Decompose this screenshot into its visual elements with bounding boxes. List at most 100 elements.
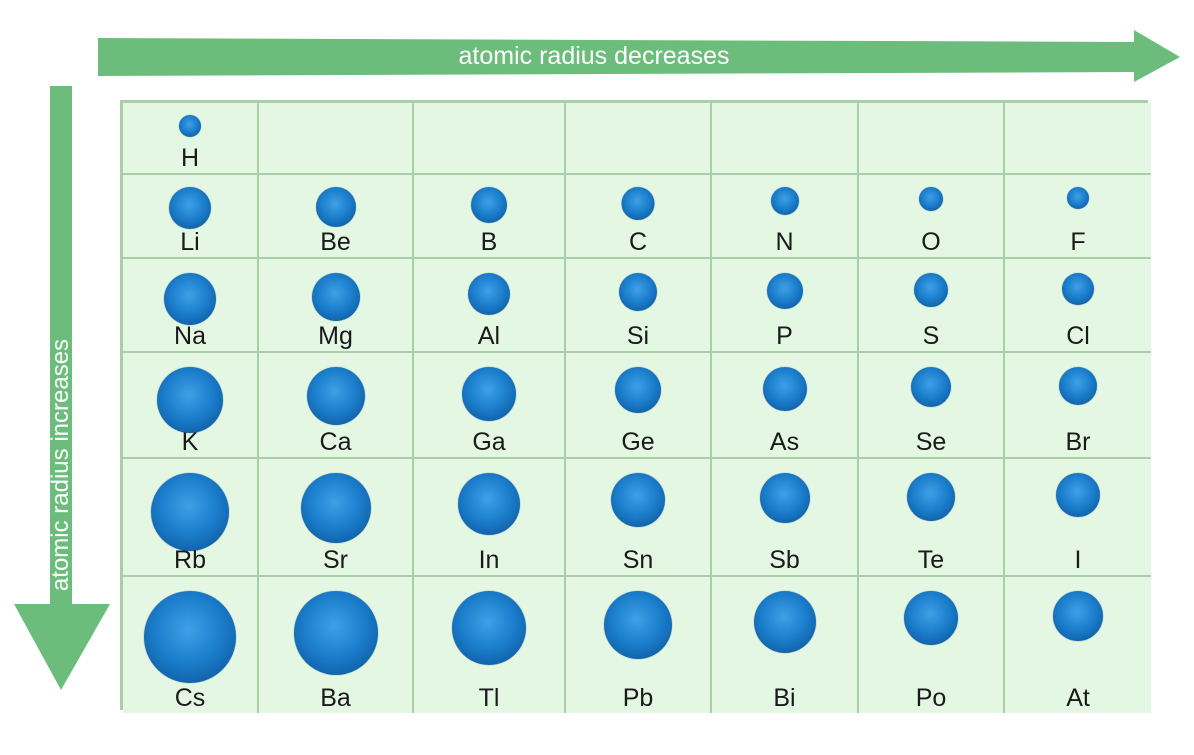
atom-circle xyxy=(914,273,948,307)
atom-circle xyxy=(1053,591,1103,641)
atom-circle xyxy=(151,473,229,551)
element-cell: K xyxy=(123,353,259,459)
element-symbol: Bi xyxy=(773,684,796,712)
atom-circle xyxy=(311,273,360,321)
atom-circle xyxy=(753,591,816,653)
horizontal-arrow-label: atomic radius decreases xyxy=(458,41,730,70)
element-cell: Si xyxy=(566,259,712,353)
element-symbol: Ba xyxy=(320,684,351,712)
empty-cell xyxy=(566,103,712,175)
element-cell: Ca xyxy=(259,353,414,459)
element-cell: Li xyxy=(123,175,259,259)
element-symbol: Sn xyxy=(622,546,654,574)
element-cell: S xyxy=(859,259,1005,353)
element-cell: Tl xyxy=(414,577,566,713)
periodic-table-grid: H Li Be B C N O F Na Mg Al Si P S Cl K Ca Ga Ge As Se Br Rb Sr I… xyxy=(120,100,1151,713)
element-symbol: Tl xyxy=(478,684,500,712)
element-cell: In xyxy=(414,459,566,577)
element-symbol: Te xyxy=(917,546,945,574)
element-cell: Sn xyxy=(566,459,712,577)
element-symbol: Ge xyxy=(621,428,655,456)
element-cell: Sb xyxy=(712,459,859,577)
element-cell: Te xyxy=(859,459,1005,577)
element-cell: F xyxy=(1005,175,1151,259)
atom-circle xyxy=(169,187,211,229)
element-cell: Be xyxy=(259,175,414,259)
atom-circle xyxy=(471,187,507,223)
vertical-arrow xyxy=(14,86,110,690)
atom-circle xyxy=(611,473,665,527)
empty-cell xyxy=(414,103,566,175)
atom-circle xyxy=(762,367,807,411)
atom-circle xyxy=(911,367,951,407)
element-symbol: In xyxy=(478,546,500,574)
atom-circle xyxy=(604,591,672,659)
element-cell: As xyxy=(712,353,859,459)
element-symbol: Mg xyxy=(318,322,353,350)
empty-cell xyxy=(1005,103,1151,175)
element-cell: At xyxy=(1005,577,1151,713)
element-cell: Bi xyxy=(712,577,859,713)
element-symbol: Ga xyxy=(472,428,506,456)
element-symbol: Be xyxy=(320,228,351,256)
element-cell: I xyxy=(1005,459,1151,577)
element-cell: Sr xyxy=(259,459,414,577)
atom-circle xyxy=(619,273,657,311)
element-cell: Br xyxy=(1005,353,1151,459)
element-cell: Se xyxy=(859,353,1005,459)
element-symbol: H xyxy=(180,144,200,172)
element-cell: H xyxy=(123,103,259,175)
element-symbol: At xyxy=(1066,684,1090,712)
atom-circle xyxy=(919,187,943,211)
element-symbol: K xyxy=(181,428,199,456)
element-symbol: Sb xyxy=(769,546,800,574)
element-symbol: Rb xyxy=(174,546,206,574)
vertical-arrow-label: atomic radius increases xyxy=(47,338,74,592)
element-symbol: S xyxy=(922,322,940,350)
element-cell: Po xyxy=(859,577,1005,713)
atom-circle xyxy=(615,367,661,413)
element-symbol: Na xyxy=(174,322,206,350)
element-cell: O xyxy=(859,175,1005,259)
empty-cell xyxy=(259,103,414,175)
element-cell: B xyxy=(414,175,566,259)
element-symbol: P xyxy=(776,322,793,350)
element-symbol: N xyxy=(775,228,794,256)
element-cell: C xyxy=(566,175,712,259)
atom-circle xyxy=(1062,273,1094,305)
atom-circle xyxy=(306,367,365,425)
element-cell: Ge xyxy=(566,353,712,459)
atom-circle xyxy=(315,187,356,227)
atom-circle xyxy=(300,473,371,543)
element-symbol: F xyxy=(1070,228,1086,256)
element-symbol: B xyxy=(480,228,498,256)
element-cell: Ba xyxy=(259,577,414,713)
atom-circle xyxy=(770,187,799,215)
element-symbol: I xyxy=(1074,546,1082,574)
atom-circle xyxy=(462,367,516,421)
element-cell: Pb xyxy=(566,577,712,713)
element-symbol: Se xyxy=(915,428,947,456)
element-cell: N xyxy=(712,175,859,259)
element-symbol: Li xyxy=(180,228,200,256)
element-symbol: Al xyxy=(477,322,501,350)
element-symbol: O xyxy=(921,228,941,256)
atom-circle xyxy=(759,473,810,523)
element-symbol: Po xyxy=(915,684,947,712)
atom-circle xyxy=(458,473,520,535)
element-symbol: As xyxy=(769,428,800,456)
atom-circle xyxy=(452,591,526,665)
empty-cell xyxy=(712,103,859,175)
atom-circle xyxy=(157,367,223,433)
element-symbol: C xyxy=(628,228,648,256)
atom-circle xyxy=(766,273,803,309)
element-cell: Cl xyxy=(1005,259,1151,353)
atom-circle xyxy=(1056,473,1100,517)
element-cell: Ga xyxy=(414,353,566,459)
atom-circle xyxy=(179,115,201,137)
atom-circle xyxy=(1059,367,1097,405)
element-symbol: Br xyxy=(1065,428,1091,456)
element-symbol: Cl xyxy=(1066,322,1090,350)
atom-circle xyxy=(904,591,958,645)
element-symbol: Ca xyxy=(319,428,352,456)
